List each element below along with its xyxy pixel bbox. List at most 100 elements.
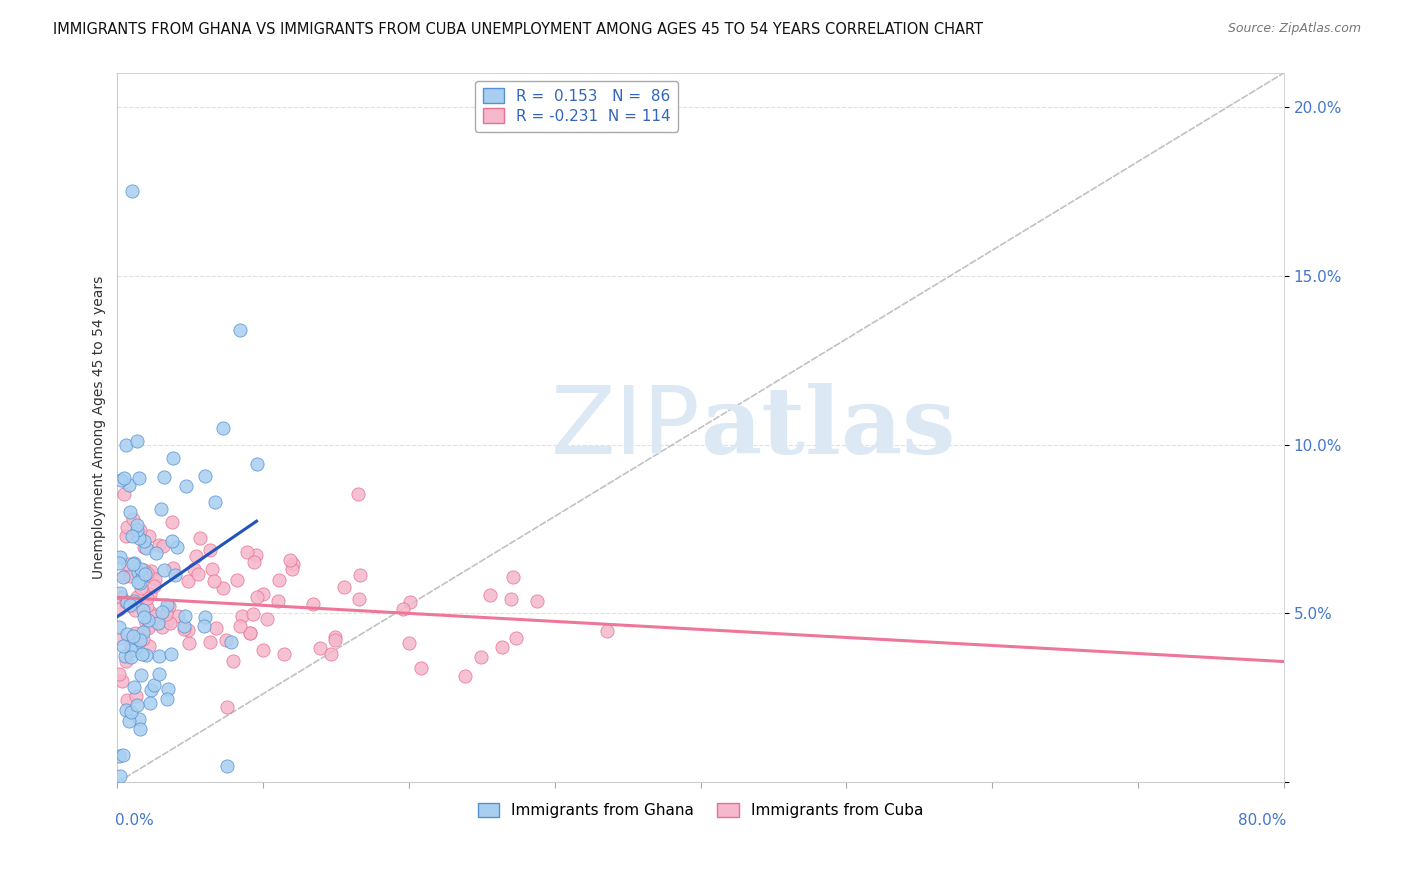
Point (108, 586, 131, 600)
Point (347, 591, 370, 606)
Point (201, 562, 224, 576)
Point (124, 643, 146, 657)
Point (231, 609, 253, 624)
Point (454, 669, 477, 683)
Point (222, 654, 245, 668)
Point (120, 599, 142, 613)
Point (280, 562, 302, 576)
Point (267, 573, 290, 587)
Point (409, 661, 432, 675)
Point (194, 469, 217, 483)
Point (121, 184, 143, 198)
Point (229, 618, 252, 632)
Point (391, 602, 413, 616)
Point (398, 636, 420, 650)
Point (127, 566, 149, 580)
Point (526, 593, 548, 607)
Point (121, 629, 143, 643)
Point (160, 515, 183, 529)
Point (136, 599, 159, 614)
Point (152, 605, 174, 619)
Point (118, 569, 141, 583)
Point (114, 654, 136, 668)
Point (470, 649, 492, 664)
Point (159, 647, 181, 661)
Point (145, 609, 167, 624)
Point (273, 647, 295, 661)
Point (120, 638, 142, 652)
Point (124, 680, 146, 694)
Point (252, 587, 274, 601)
Point (131, 647, 153, 661)
Point (302, 598, 325, 612)
Point (139, 696, 162, 710)
Point (256, 612, 278, 626)
Point (131, 603, 153, 617)
Point (157, 681, 180, 696)
Point (125, 689, 148, 703)
Point (114, 648, 136, 663)
Point (114, 487, 136, 501)
Point (124, 561, 146, 575)
Point (138, 614, 160, 628)
Point (129, 722, 152, 736)
Point (152, 469, 174, 483)
Point (148, 538, 170, 552)
Legend: Immigrants from Ghana, Immigrants from Cuba: Immigrants from Ghana, Immigrants from C… (470, 795, 931, 826)
Point (134, 567, 156, 582)
Point (187, 567, 209, 582)
Point (115, 627, 138, 641)
Point (128, 531, 150, 545)
Point (266, 594, 288, 608)
Point (156, 598, 179, 612)
Point (156, 615, 179, 629)
Point (112, 471, 135, 485)
Point (399, 594, 422, 608)
Point (120, 599, 142, 613)
Point (110, 769, 132, 783)
Point (138, 622, 160, 636)
Text: atlas: atlas (700, 383, 956, 473)
Point (143, 678, 166, 692)
Point (118, 714, 141, 729)
Point (132, 563, 155, 577)
Point (149, 501, 172, 516)
Point (139, 564, 162, 578)
Y-axis label: Unemployment Among Ages 45 to 54 years: Unemployment Among Ages 45 to 54 years (93, 276, 107, 579)
Point (127, 434, 149, 449)
Point (245, 590, 267, 604)
Point (124, 602, 146, 616)
Point (141, 606, 163, 620)
Point (125, 523, 148, 537)
Point (148, 667, 170, 681)
Point (323, 630, 346, 644)
Point (108, 556, 131, 570)
Point (155, 607, 177, 621)
Point (252, 642, 274, 657)
Point (281, 558, 304, 572)
Point (108, 549, 131, 564)
Point (108, 749, 131, 764)
Point (309, 641, 332, 656)
Point (204, 495, 226, 509)
Point (138, 639, 160, 653)
Point (134, 610, 156, 624)
Point (134, 533, 156, 548)
Text: 0.0%: 0.0% (115, 813, 153, 828)
Point (131, 570, 153, 584)
Point (153, 563, 176, 577)
Point (135, 616, 157, 631)
Point (150, 620, 173, 634)
Point (198, 634, 221, 648)
Point (129, 523, 152, 537)
Point (173, 619, 195, 633)
Point (319, 647, 342, 661)
Point (114, 569, 136, 583)
Point (502, 569, 524, 583)
Point (115, 438, 138, 452)
Point (183, 562, 205, 576)
Point (145, 546, 167, 560)
Point (124, 556, 146, 570)
Point (505, 631, 527, 645)
Point (278, 553, 301, 567)
